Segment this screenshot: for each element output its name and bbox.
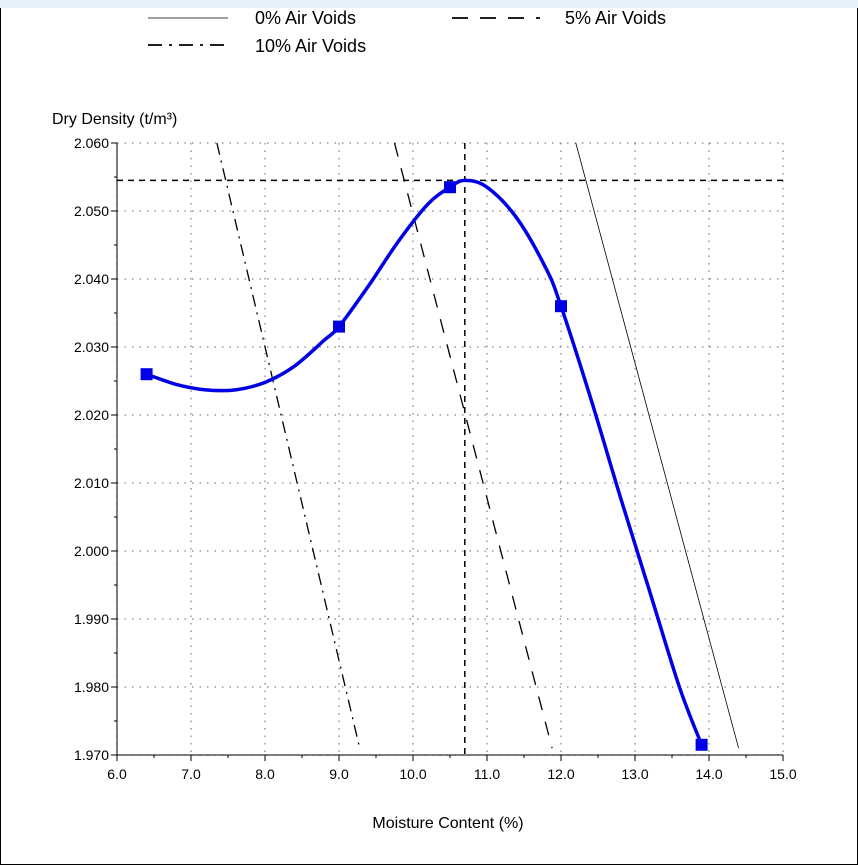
compaction-point [333,320,345,333]
optimum-layer [117,143,783,755]
y-tick-label: 2.060 [74,135,109,151]
x-tick-label: 7.0 [181,766,201,782]
x-axis-title: Moisture Content (%) [372,815,523,832]
compaction-point [140,368,153,381]
x-tick-label: 8.0 [255,766,275,782]
air-voids-layer [216,142,739,749]
y-tick-label: 1.970 [74,747,109,763]
x-tick-label: 6.0 [107,766,127,782]
compaction-point [555,300,567,313]
legend-label: 0% Air Voids [255,8,356,28]
air-voids-line [575,142,739,749]
compaction-curve-layer [140,178,708,751]
compaction-point [444,181,456,194]
y-tick-label: 1.980 [74,679,109,695]
y-tick-label: 2.010 [74,475,109,491]
y-axis-title: Dry Density (t/m³) [52,111,177,128]
y-tick-label: 2.030 [74,339,109,355]
legend: 0% Air Voids 5% Air Voids 10% Air Voids [148,8,666,56]
axes-layer: 1.970 1.980 1.990 2.000 2.010 2.020 2.030 2.040… [74,135,797,782]
x-tick-label: 13.0 [621,766,648,782]
x-tick-label: 11.0 [474,766,500,782]
legend-label: 5% Air Voids [565,8,666,28]
legend-label: 10% Air Voids [255,36,366,56]
x-tick-label: 12.0 [547,766,574,782]
x-tick-label: 14.0 [695,766,722,782]
y-tick-label: 1.990 [74,611,109,627]
y-tick-label: 2.020 [74,407,109,423]
grid-layer [116,142,784,756]
y-tick-label: 2.000 [74,543,109,559]
y-tick-label: 2.040 [74,271,109,287]
air-voids-line [216,142,361,749]
x-tick-label: 15.0 [769,766,796,782]
y-tick-label: 2.050 [74,203,109,219]
compaction-point [695,738,708,751]
x-tick-label: 10.0 [399,766,426,782]
x-tick-label: 9.0 [329,766,349,782]
title-strip [0,0,858,8]
compaction-curve [146,178,704,746]
air-voids-line [393,142,553,749]
